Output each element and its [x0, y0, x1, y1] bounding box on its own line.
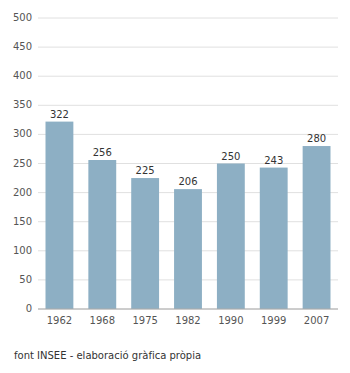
data-label: 206 [178, 176, 197, 187]
grid-line [38, 47, 338, 48]
data-label: 225 [136, 165, 155, 176]
y-tick-label: 500 [13, 12, 32, 23]
bar [217, 164, 245, 310]
bar [46, 122, 74, 309]
y-tick-label: 400 [13, 70, 32, 81]
y-tick-label: 50 [19, 274, 32, 285]
grid-line [38, 309, 338, 310]
bar [88, 160, 116, 309]
grid-line [38, 105, 338, 106]
y-tick-label: 200 [13, 187, 32, 198]
x-tick-label: 1968 [90, 315, 115, 326]
data-labels: 322 256 225 206 250 243 280 [50, 109, 326, 188]
data-label: 250 [221, 151, 240, 162]
bars [46, 122, 331, 309]
y-axis: 0 50 100 150 200 250 300 350 400 450 500 [13, 12, 338, 314]
x-tick-label: 1962 [47, 315, 72, 326]
y-tick-label: 300 [13, 128, 32, 139]
grid-line [38, 76, 338, 77]
bar [303, 146, 331, 309]
data-label: 256 [93, 147, 112, 158]
x-tick-label: 1999 [261, 315, 286, 326]
y-tick-label: 100 [13, 245, 32, 256]
y-tick-label: 150 [13, 216, 32, 227]
bar [131, 178, 159, 309]
chart-container: 0 50 100 150 200 250 300 350 400 450 500 322 256 225 2… [0, 0, 350, 373]
caption: font INSEE - elaboració gràfica pròpia [14, 350, 201, 361]
x-axis-line [38, 309, 338, 310]
x-axis: 1962 1968 1975 1982 1990 1999 2007 [47, 315, 330, 326]
grid-line [38, 18, 338, 19]
y-tick-label: 450 [13, 41, 32, 52]
y-tick-label: 0 [26, 303, 32, 314]
x-tick-label: 2007 [304, 315, 329, 326]
chart-svg: 0 50 100 150 200 250 300 350 400 450 500 322 256 225 2… [0, 0, 350, 373]
y-tick-label: 250 [13, 158, 32, 169]
x-tick-label: 1982 [175, 315, 200, 326]
x-tick-label: 1990 [218, 315, 243, 326]
grid-line [38, 134, 338, 135]
data-label: 243 [264, 155, 283, 166]
grid-line [38, 163, 338, 164]
x-tick-label: 1975 [132, 315, 157, 326]
y-tick-label: 350 [13, 99, 32, 110]
bar [174, 189, 202, 309]
data-label: 280 [307, 133, 326, 144]
data-label: 322 [50, 109, 69, 120]
bar [260, 168, 288, 309]
